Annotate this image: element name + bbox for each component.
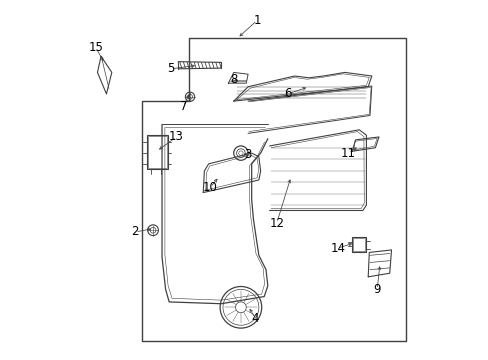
Bar <box>147 135 167 169</box>
Text: 1: 1 <box>253 14 260 27</box>
Text: 11: 11 <box>340 147 355 159</box>
Text: 9: 9 <box>373 283 380 296</box>
Text: 8: 8 <box>229 73 237 86</box>
Text: 2: 2 <box>131 225 139 238</box>
Bar <box>352 238 365 251</box>
Text: 6: 6 <box>283 87 291 100</box>
Text: 10: 10 <box>203 181 218 194</box>
Text: 5: 5 <box>167 62 174 75</box>
Text: 15: 15 <box>88 41 103 54</box>
Text: 14: 14 <box>329 242 345 255</box>
Text: 4: 4 <box>251 311 259 325</box>
Text: 13: 13 <box>168 130 183 144</box>
Text: 7: 7 <box>180 100 187 113</box>
Text: 12: 12 <box>269 216 284 230</box>
Text: 3: 3 <box>244 148 251 161</box>
Bar <box>148 136 166 168</box>
